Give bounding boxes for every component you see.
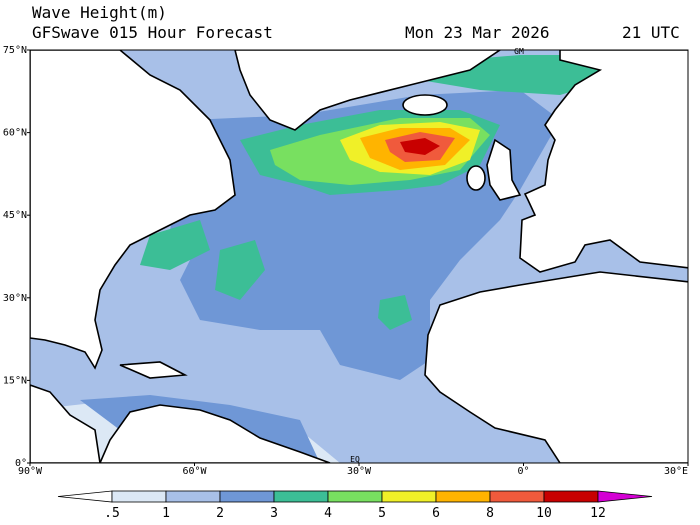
lat-label: 60°N (3, 128, 27, 139)
colorbar-end (597, 490, 653, 503)
wave-field (215, 240, 265, 300)
lon-label: 90°W (18, 466, 43, 477)
colorbar-label: 10 (536, 506, 552, 521)
map-marker: GM (514, 47, 524, 56)
colorbar-label: .5 (104, 506, 120, 521)
colorbar-box (111, 490, 167, 503)
colorbar-box (165, 490, 221, 503)
land (486, 138, 522, 201)
map-marker: EQ (350, 455, 360, 464)
wave-field (378, 295, 412, 330)
time: 21 UTC (622, 23, 680, 42)
colorbar-label: 2 (216, 506, 224, 521)
land (402, 94, 448, 116)
colorbar-box (381, 490, 437, 503)
land (424, 271, 688, 463)
colorbar-label: 1 (162, 506, 170, 521)
lat-label: 75°N (3, 45, 27, 56)
lat-label: 15°N (3, 375, 27, 386)
wave-field (400, 138, 440, 155)
lon-label: 60°W (182, 466, 207, 477)
colorbar-box (219, 490, 275, 503)
land (519, 50, 688, 273)
colorbar-label: 12 (590, 506, 606, 521)
colorbar-end (57, 490, 113, 503)
land (30, 50, 236, 370)
colorbar-box (543, 490, 599, 503)
colorbar-box (489, 490, 545, 503)
colorbar: .5 1 2 3 4 5 6 8 10 12 (57, 490, 653, 521)
axes: 75°N60°N45°N30°N15°N0°90°W 60°W 30°W 0° 30°E (3, 45, 689, 477)
subtitle: GFSwave 015 Hour Forecast (32, 23, 273, 42)
colorbar-box (435, 490, 491, 503)
land (466, 165, 486, 191)
wave-field (140, 220, 210, 270)
lon-label: 0° (517, 466, 529, 477)
lat-label: 0° (15, 458, 27, 469)
land (99, 404, 331, 463)
colorbar-box (327, 490, 383, 503)
colorbar-box (273, 490, 329, 503)
map: GM EQ (29, 47, 689, 464)
lat-label: 30°N (3, 293, 27, 304)
lon-label: 30°E (664, 466, 688, 477)
land (30, 384, 101, 463)
colorbar-label: 8 (486, 506, 494, 521)
lat-label: 45°N (3, 210, 27, 221)
title: Wave Height(m) (32, 3, 167, 22)
colorbar-label: 4 (324, 506, 332, 521)
colorbar-label: 6 (432, 506, 440, 521)
lon-label: 30°W (347, 466, 372, 477)
land (234, 50, 502, 131)
date: Mon 23 Mar 2026 (405, 23, 550, 42)
land (119, 361, 188, 379)
colorbar-label: 5 (378, 506, 386, 521)
colorbar-label: 3 (270, 506, 278, 521)
